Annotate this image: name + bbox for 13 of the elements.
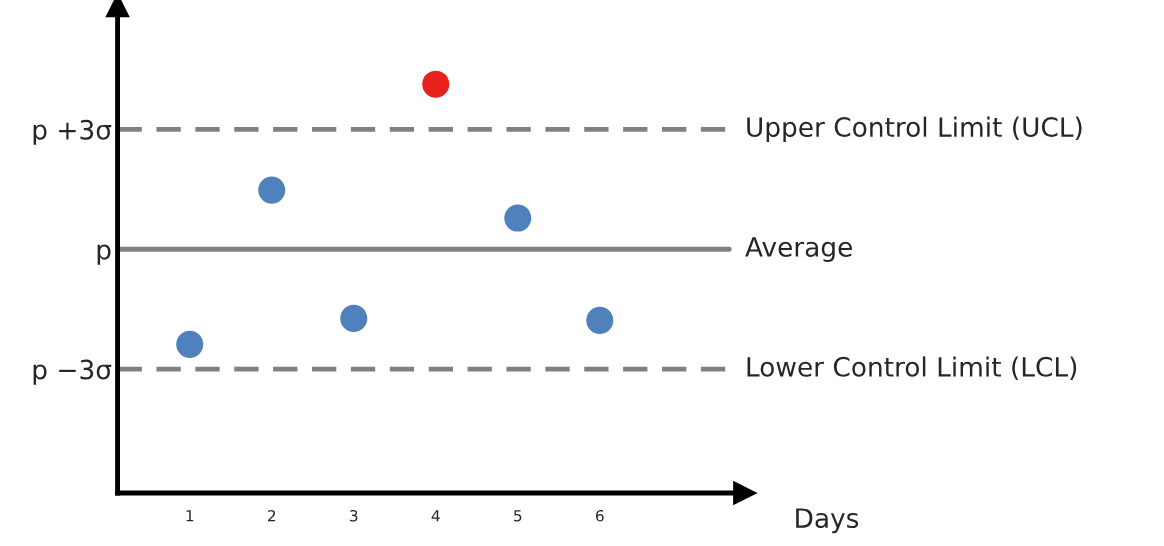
x-tick-label: 6	[596, 509, 604, 522]
x-tick-label: 1	[186, 510, 194, 522]
x-tick-label: 3	[350, 509, 358, 522]
y-tick-label: p	[97, 244, 111, 265]
x-axis-title: Days	[796, 508, 859, 534]
y-tick-label: p +3σ	[33, 119, 112, 145]
ref-line-label: Upper Control Limit (UCL)	[747, 116, 1082, 143]
y-tick-label: p −3σ	[33, 359, 112, 385]
ref-line-label: Lower Control Limit (LCL)	[747, 356, 1077, 380]
x-tick-label: 2	[268, 509, 276, 522]
ref-line-label: Average	[745, 237, 852, 263]
x-tick-label: 5	[514, 510, 522, 522]
x-tick-label: 4	[431, 510, 440, 522]
